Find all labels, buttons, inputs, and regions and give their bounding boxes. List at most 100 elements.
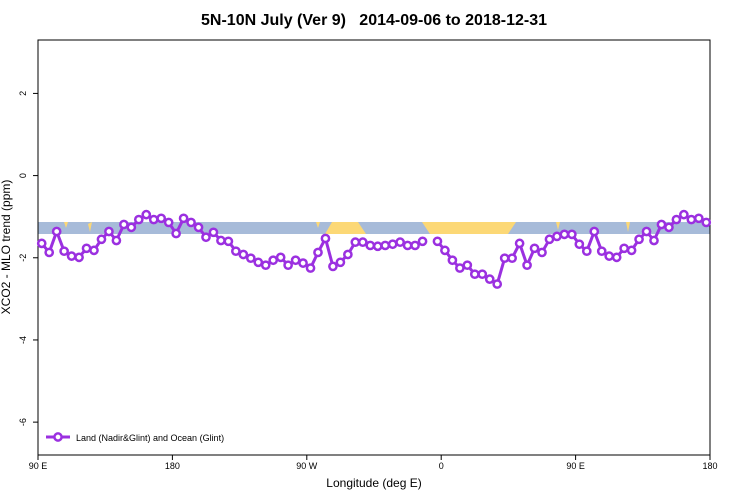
data-point — [455, 263, 465, 273]
data-point — [372, 241, 383, 252]
data-point — [343, 249, 353, 260]
data-point — [275, 252, 286, 263]
data-point — [350, 237, 361, 248]
data-point — [81, 243, 92, 254]
data-point — [163, 217, 174, 228]
data-point — [611, 252, 622, 263]
data-point — [74, 252, 84, 263]
data-point — [66, 251, 77, 261]
x-tick-label: 0 — [439, 461, 444, 471]
data-point — [693, 213, 704, 224]
data-point — [440, 245, 450, 256]
data-point — [96, 234, 107, 245]
data-point — [133, 214, 144, 225]
data-point — [469, 269, 480, 280]
data-point — [462, 260, 473, 271]
data-point — [410, 240, 420, 251]
data-point — [447, 255, 458, 266]
data-point — [51, 226, 62, 237]
data-point — [522, 260, 532, 271]
data-point — [701, 217, 712, 228]
y-tick-label: -6 — [18, 418, 28, 426]
plot-frame — [37, 39, 711, 456]
data-point — [208, 227, 219, 238]
data-point — [664, 222, 674, 233]
data-point — [559, 229, 570, 240]
data-point — [567, 229, 577, 240]
surface-band — [38, 222, 710, 234]
data-point — [111, 235, 122, 246]
data-point — [193, 222, 204, 233]
data-point — [492, 279, 503, 289]
y-tick-label: 0 — [18, 173, 28, 178]
data-point — [656, 219, 667, 230]
data-point — [283, 260, 293, 271]
data-point — [484, 274, 495, 284]
data-point — [357, 237, 368, 248]
data-point — [641, 226, 652, 237]
data-point — [245, 253, 256, 264]
data-point — [216, 235, 226, 246]
x-tick-label: 180 — [165, 461, 180, 471]
x-tick-label: 90 W — [296, 461, 318, 471]
data-point — [679, 209, 689, 220]
data-point — [36, 238, 47, 249]
data-point — [477, 269, 488, 280]
y-tick-label: -2 — [18, 254, 28, 262]
data-point — [671, 214, 682, 225]
data-point — [507, 253, 517, 264]
data-point — [178, 213, 189, 224]
data-point — [574, 239, 585, 250]
data-point — [231, 246, 241, 257]
x-axis-label: Longitude (deg E) — [326, 476, 421, 490]
data-point — [596, 246, 607, 257]
y-axis-label: XCO2 - MLO trend (ppm) — [0, 180, 13, 315]
x-tick-label: 90 E — [566, 461, 585, 471]
chart-title: 5N-10N July (Ver 9) 2014-09-06 to 2018-1… — [201, 12, 547, 29]
data-point — [104, 226, 114, 237]
data-point — [395, 237, 405, 248]
data-point — [619, 243, 629, 254]
data-point — [89, 245, 99, 256]
data-point — [514, 238, 525, 249]
x-tick-label: 180 — [702, 461, 717, 471]
data-point — [402, 240, 413, 251]
data-point — [686, 214, 697, 225]
data-point — [223, 236, 234, 247]
data-point — [328, 261, 338, 272]
y-tick-label: 2 — [18, 91, 28, 96]
data-point — [552, 231, 562, 242]
data-point — [335, 257, 346, 268]
data-point — [260, 260, 271, 271]
x-tick-label: 90 E — [29, 461, 48, 471]
legend-marker — [53, 432, 63, 442]
data-point — [649, 235, 659, 246]
data-point — [320, 233, 331, 244]
data-point — [238, 249, 249, 260]
data-point — [537, 247, 547, 258]
data-point — [581, 246, 592, 257]
data-point — [290, 255, 301, 266]
data-point — [634, 234, 644, 245]
data-point — [380, 240, 391, 251]
data-point — [432, 236, 443, 247]
data-point — [529, 243, 540, 254]
data-point — [44, 247, 55, 258]
legend-label: Land (Nadir&Glint) and Ocean (Glint) — [76, 433, 224, 443]
data-point — [365, 240, 376, 251]
data-point — [499, 253, 510, 264]
data-point — [186, 217, 196, 228]
data-point — [387, 239, 398, 250]
data-point — [59, 246, 69, 257]
y-tick-label: -4 — [18, 336, 28, 344]
data-point — [313, 247, 323, 258]
data-point — [604, 251, 615, 261]
data-point — [148, 214, 159, 225]
data-point — [119, 219, 129, 230]
data-point — [253, 257, 264, 268]
data-point — [268, 255, 279, 266]
data-point — [126, 222, 137, 233]
data-point — [171, 228, 181, 239]
data-point — [201, 232, 211, 243]
